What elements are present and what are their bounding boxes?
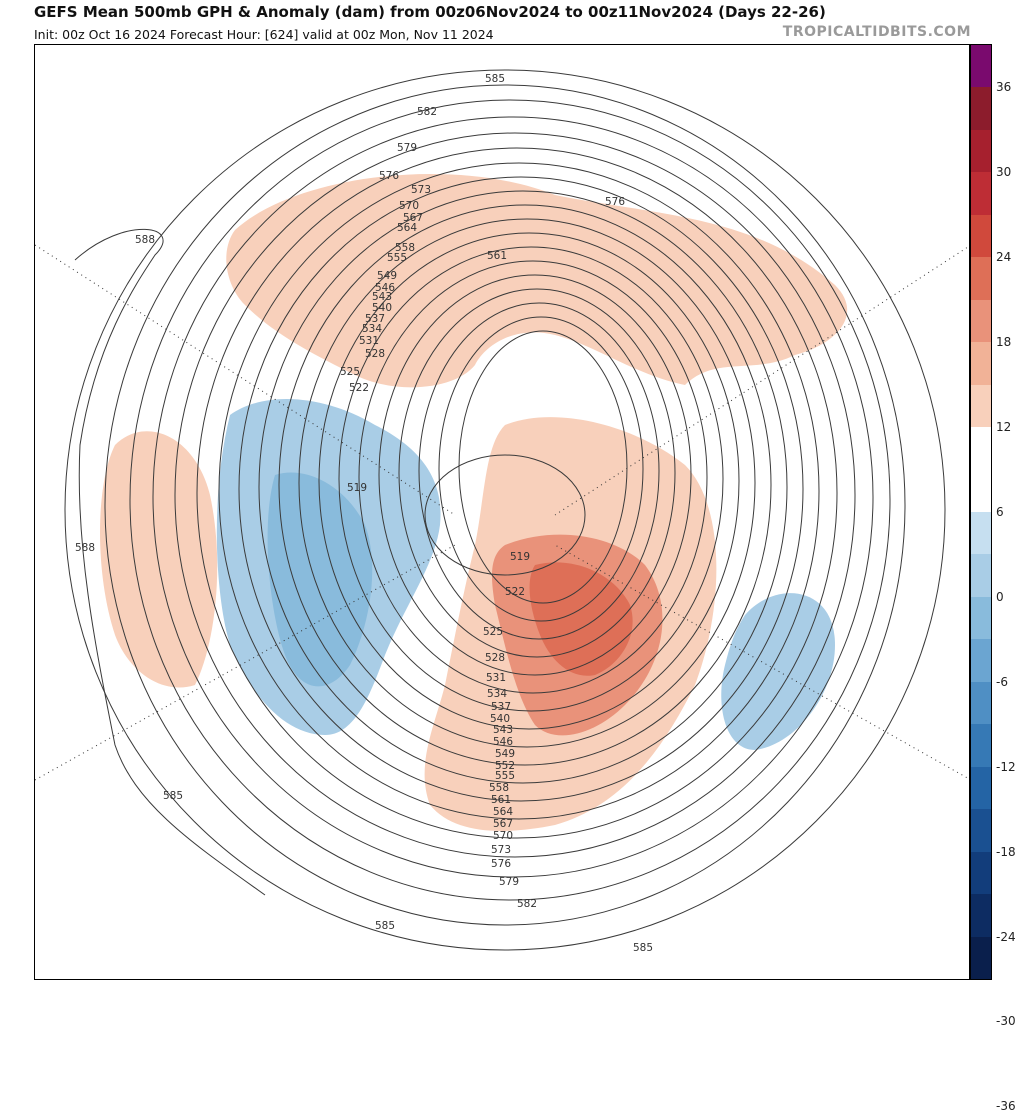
contour-label: 543 [493,724,513,736]
contour-label: 528 [365,348,385,360]
contour-label: 576 [491,858,511,870]
height-contours [64,69,946,951]
contour-label: 576 [379,170,399,182]
colorbar-segment [971,257,991,301]
colorbar-tick-label: 36 [996,80,1012,95]
colorbar-segment [971,724,991,768]
colorbar-segment [971,936,991,980]
contour-label: 573 [491,844,511,856]
colorbar-tick-label: -36 [996,1099,1016,1113]
contour-label: 543 [372,291,392,303]
contour-label: 585 [163,790,183,802]
colorbar-segment [971,512,991,555]
contour-label: 522 [349,382,369,394]
contour-label: 570 [399,200,419,212]
contour-label: 558 [395,242,415,254]
contour-label: 570 [493,830,513,842]
contour-label: 585 [485,73,505,85]
contour-label: 555 [387,252,407,264]
map-title: GEFS Mean 500mb GPH & Anomaly (dam) from… [34,3,826,21]
contour-label: 534 [362,323,382,335]
contour-label: 585 [375,920,395,932]
map-panel[interactable]: 588 588 585 585 585 585 582 582 579 579 … [34,44,970,980]
colorbar-segment [971,766,991,810]
contour-label: 567 [403,212,423,224]
contour-label: 579 [397,142,417,154]
contour-label: 519 [510,551,530,563]
contour-label: 549 [495,748,515,760]
contour-label: 582 [417,106,437,118]
contour-label: 546 [493,736,513,748]
colorbar-segment [971,681,991,725]
colorbar-tick-label: 0 [996,589,1004,604]
contour-label: 549 [377,270,397,282]
contour-label: 588 [75,542,95,554]
graticule [35,244,969,781]
colorbar-segment [971,87,991,131]
colorbar-segment [971,342,991,386]
contour-label: 525 [340,366,360,378]
contour-label: 582 [517,898,537,910]
colorbar-segment [971,299,991,343]
colorbar-tick-label: -6 [996,674,1008,689]
contour-label: 534 [487,688,507,700]
colorbar-tick-label: 6 [996,505,1004,519]
contour-label: 576 [605,196,625,208]
contour-label: 537 [491,701,511,713]
contour-label: 525 [483,626,503,638]
colorbar-tick-label: -30 [996,1014,1016,1029]
contour-label: 528 [485,652,505,664]
colorbar-segment [971,45,991,88]
contour-label: 564 [493,806,513,818]
colorbar-segment [971,639,991,683]
anomaly-colorbar [970,44,992,980]
contour-label: 540 [490,713,510,725]
anomaly-pacific [100,431,218,688]
contour-label: 558 [489,782,509,794]
contour-label: 552 [495,760,515,772]
hemisphere-map: 588 588 585 585 585 585 582 582 579 579 … [35,69,969,954]
colorbar-segment [971,894,991,938]
contour-label: 540 [372,302,392,314]
contour-label: 519 [347,482,367,494]
contour-labels: 588 588 585 585 585 585 582 582 579 579 … [75,73,653,954]
contour-label: 537 [365,313,385,325]
contour-label: 546 [375,282,395,294]
colorbar-tick-label: -12 [996,759,1016,774]
anomaly-greenland-inner [529,562,633,676]
colorbar-tick-label: 24 [996,250,1012,265]
colorbar-segment [971,172,991,216]
anomaly-atlantic [721,593,835,750]
contour-label: 564 [397,222,417,234]
contour-label: 561 [487,250,507,262]
contour-label: 573 [411,184,431,196]
contour-label: 561 [491,794,511,806]
contour-label: 522 [505,586,525,598]
contour-label: 585 [633,942,653,954]
colorbar-tick-label: 30 [996,165,1012,180]
brand-watermark: TROPICALTIDBITS.COM [782,24,971,40]
colorbar-tick-label: -24 [996,929,1016,944]
contour-label: 579 [499,876,519,888]
colorbar-tick-label: -18 [996,844,1016,859]
colorbar-segment [971,809,991,853]
contour-label: 555 [495,770,515,782]
contour-label: 588 [135,234,155,246]
contour-label: 531 [359,335,379,347]
colorbar-segment [971,596,991,640]
contour-label: 531 [486,672,506,684]
contour-label: 567 [493,818,513,830]
colorbar-segment [971,851,991,895]
colorbar-segment [971,554,991,598]
map-subtitle: Init: 00z Oct 16 2024 Forecast Hour: [62… [34,27,494,42]
colorbar-segment [971,427,991,471]
colorbar-tick-label: 12 [996,420,1012,435]
colorbar-segment [971,469,991,513]
colorbar-segment [971,214,991,258]
colorbar-segment [971,384,991,428]
colorbar-tick-label: 18 [996,335,1012,350]
colorbar-segment [971,129,991,173]
anomaly-north-atlantic [226,173,848,388]
